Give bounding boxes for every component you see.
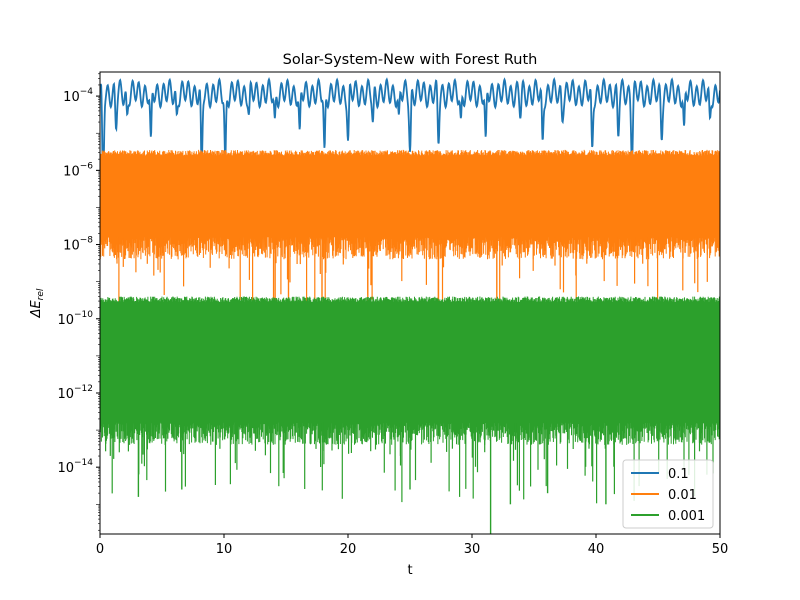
x-tick-label: 10 (216, 542, 233, 557)
x-tick-label: 30 (464, 542, 481, 557)
plot-frame (99, 71, 721, 535)
x-tick-label: 50 (712, 542, 729, 557)
series-line-0.1 (100, 77, 720, 189)
x-axis-label: t (407, 563, 412, 578)
series-layer (100, 77, 720, 534)
x-axis: 0 10 20 30 40 50 (96, 534, 728, 557)
x-tick-label: 0 (96, 542, 104, 557)
y-axis-label: ΔErel (29, 288, 46, 318)
legend-label-0.1: 0.1 (668, 467, 689, 482)
series-line-0.001 (100, 296, 720, 534)
y-tick-label: 10−14 (57, 458, 93, 476)
series-band-0.01 (100, 149, 720, 260)
legend: 0.1 0.01 0.001 (622, 459, 714, 529)
y-tick-label: 10−8 (63, 236, 93, 254)
y-axis-label-sub: rel (36, 288, 46, 300)
legend-label-0.001: 0.001 (668, 509, 705, 524)
x-tick-label: 40 (588, 542, 605, 557)
y-axis-label-base: ΔE (29, 300, 44, 319)
y-axis: 10−4 10−6 10−8 10−10 10−12 10−14 (57, 73, 100, 531)
series-band-0.001 (100, 296, 720, 445)
series-line-0.01 (100, 149, 720, 316)
x-tick-label: 20 (340, 542, 357, 557)
chart-title: Solar-System-New with Forest Ruth (283, 52, 538, 68)
legend-box (622, 459, 714, 529)
legend-label-0.01: 0.01 (668, 488, 697, 503)
y-tick-label: 10−4 (63, 87, 93, 105)
y-tick-label: 10−6 (63, 161, 93, 179)
y-tick-label: 10−12 (57, 384, 93, 402)
y-tick-label: 10−10 (57, 310, 93, 328)
